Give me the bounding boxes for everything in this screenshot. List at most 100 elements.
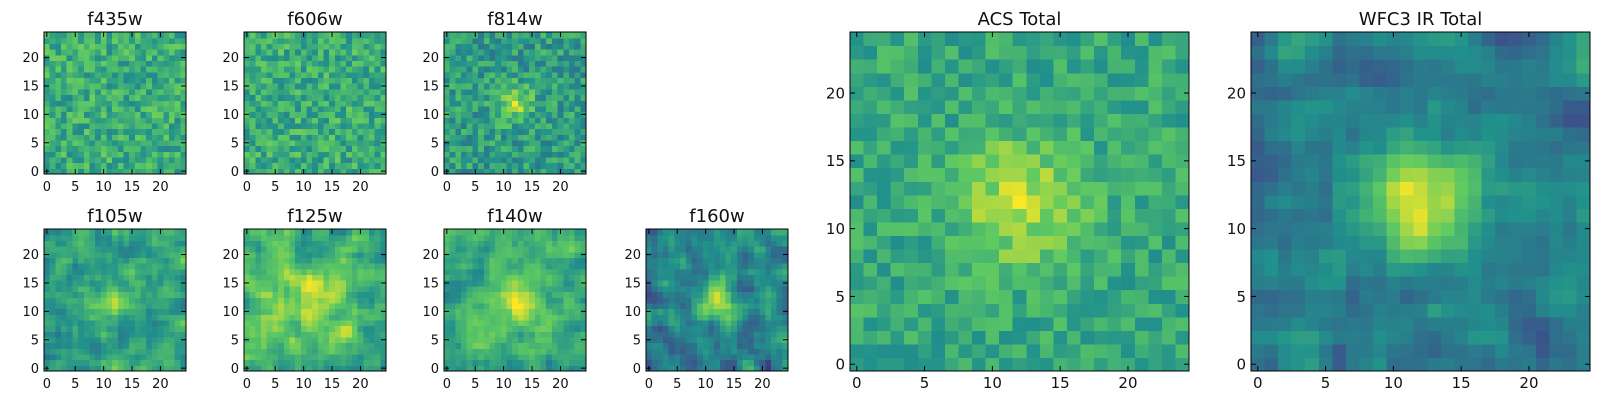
heatmap-cell	[1012, 316, 1027, 331]
heatmap-cell	[117, 359, 125, 366]
heatmap-cell	[500, 77, 508, 84]
heatmap-cell	[680, 268, 687, 276]
heatmap-cell	[357, 302, 364, 310]
heatmap-cell	[300, 319, 308, 327]
heatmap-cell	[455, 246, 462, 253]
heatmap-cell	[72, 43, 79, 50]
heatmap-cell	[306, 342, 313, 349]
heatmap-cell	[295, 280, 302, 287]
heatmap-cell	[346, 314, 353, 321]
heatmap-cell	[449, 246, 456, 253]
panel-title: f105w	[87, 206, 142, 227]
heatmap-cell	[489, 151, 496, 158]
heatmap-cell	[478, 251, 485, 258]
heatmap-cell	[78, 336, 85, 344]
heatmap-cell	[563, 105, 570, 113]
x-tick-label: 0	[243, 377, 251, 392]
heatmap-cell	[129, 100, 136, 107]
heatmap-cell	[289, 54, 296, 61]
heatmap-cell	[266, 291, 273, 298]
heatmap-cell	[134, 139, 142, 147]
heatmap-cell	[725, 274, 732, 281]
heatmap-cell	[163, 353, 170, 361]
heatmap-cell	[78, 302, 85, 310]
heatmap-cell	[44, 156, 51, 164]
heatmap-cell	[351, 348, 359, 355]
heatmap-cell	[523, 240, 530, 247]
heatmap-cell	[917, 208, 932, 223]
heatmap-cell	[674, 280, 681, 287]
heatmap-cell	[1148, 289, 1163, 304]
heatmap-cell	[680, 291, 687, 298]
heatmap-cell	[157, 49, 164, 56]
heatmap-cell	[449, 359, 456, 366]
heatmap-cell	[278, 43, 285, 50]
heatmap-cell	[49, 251, 56, 258]
heatmap-cell	[117, 285, 125, 293]
heatmap-cell	[334, 240, 342, 247]
heatmap-cell	[134, 274, 142, 281]
heatmap-cell	[300, 88, 308, 96]
heatmap-cell	[89, 359, 96, 366]
heatmap-cell	[483, 365, 491, 372]
heatmap-cell	[55, 111, 62, 118]
heatmap-cell	[72, 353, 79, 361]
heatmap-cell	[317, 43, 325, 50]
heatmap-cell	[506, 168, 513, 175]
heatmap-cell	[334, 263, 342, 270]
heatmap-cell	[374, 353, 381, 361]
heatmap-cell	[66, 268, 73, 276]
heatmap-cell	[346, 60, 353, 67]
heatmap-cell	[289, 77, 296, 84]
heatmap-cell	[306, 291, 313, 298]
heatmap-cell	[731, 246, 738, 253]
heatmap-cell	[472, 88, 479, 96]
heatmap-cell	[770, 297, 778, 304]
heatmap-cell	[66, 122, 73, 130]
heatmap-cell	[483, 111, 491, 118]
heatmap-cell	[106, 319, 113, 327]
heatmap-cell	[546, 77, 553, 84]
heatmap-cell	[466, 246, 473, 253]
heatmap-cell	[753, 348, 761, 355]
heatmap-cell	[478, 122, 485, 130]
panel-title: f606w	[287, 9, 342, 30]
heatmap-cell	[702, 297, 710, 304]
heatmap-cell	[574, 145, 581, 152]
heatmap-cell	[674, 240, 681, 247]
heatmap-cell	[517, 342, 525, 349]
heatmap-cell	[478, 246, 485, 253]
heatmap-cell	[151, 134, 159, 141]
heatmap-cell	[266, 325, 273, 332]
heatmap-cell	[444, 88, 451, 96]
heatmap-cell	[278, 156, 285, 164]
heatmap-cell	[78, 274, 85, 281]
heatmap-cell	[850, 316, 865, 331]
heatmap-cell	[529, 60, 536, 67]
heatmap-cell	[117, 268, 125, 276]
heatmap-cell	[295, 291, 302, 298]
heatmap-cell	[742, 229, 749, 236]
heatmap-cell	[668, 240, 675, 247]
heatmap-cell	[72, 336, 79, 344]
heatmap-cell	[100, 257, 108, 264]
heatmap-cell	[580, 285, 587, 293]
heatmap-cell	[168, 100, 176, 107]
heatmap-cell	[374, 88, 381, 96]
heatmap-cell	[300, 314, 308, 321]
heatmap-cell	[1134, 221, 1149, 236]
heatmap-cell	[334, 32, 342, 39]
heatmap-cell	[1161, 330, 1177, 345]
heatmap-cell	[512, 145, 519, 152]
heatmap-cell	[266, 117, 273, 124]
heatmap-cell	[329, 156, 336, 164]
heatmap-cell	[455, 263, 462, 270]
heatmap-cell	[877, 221, 892, 236]
heatmap-cell	[736, 342, 744, 349]
heatmap-cell	[466, 331, 473, 338]
heatmap-cell	[340, 240, 347, 247]
heatmap-cell	[278, 122, 285, 130]
heatmap-cell	[106, 94, 113, 101]
heatmap-cells	[244, 229, 387, 372]
heatmap-cell	[278, 32, 285, 39]
